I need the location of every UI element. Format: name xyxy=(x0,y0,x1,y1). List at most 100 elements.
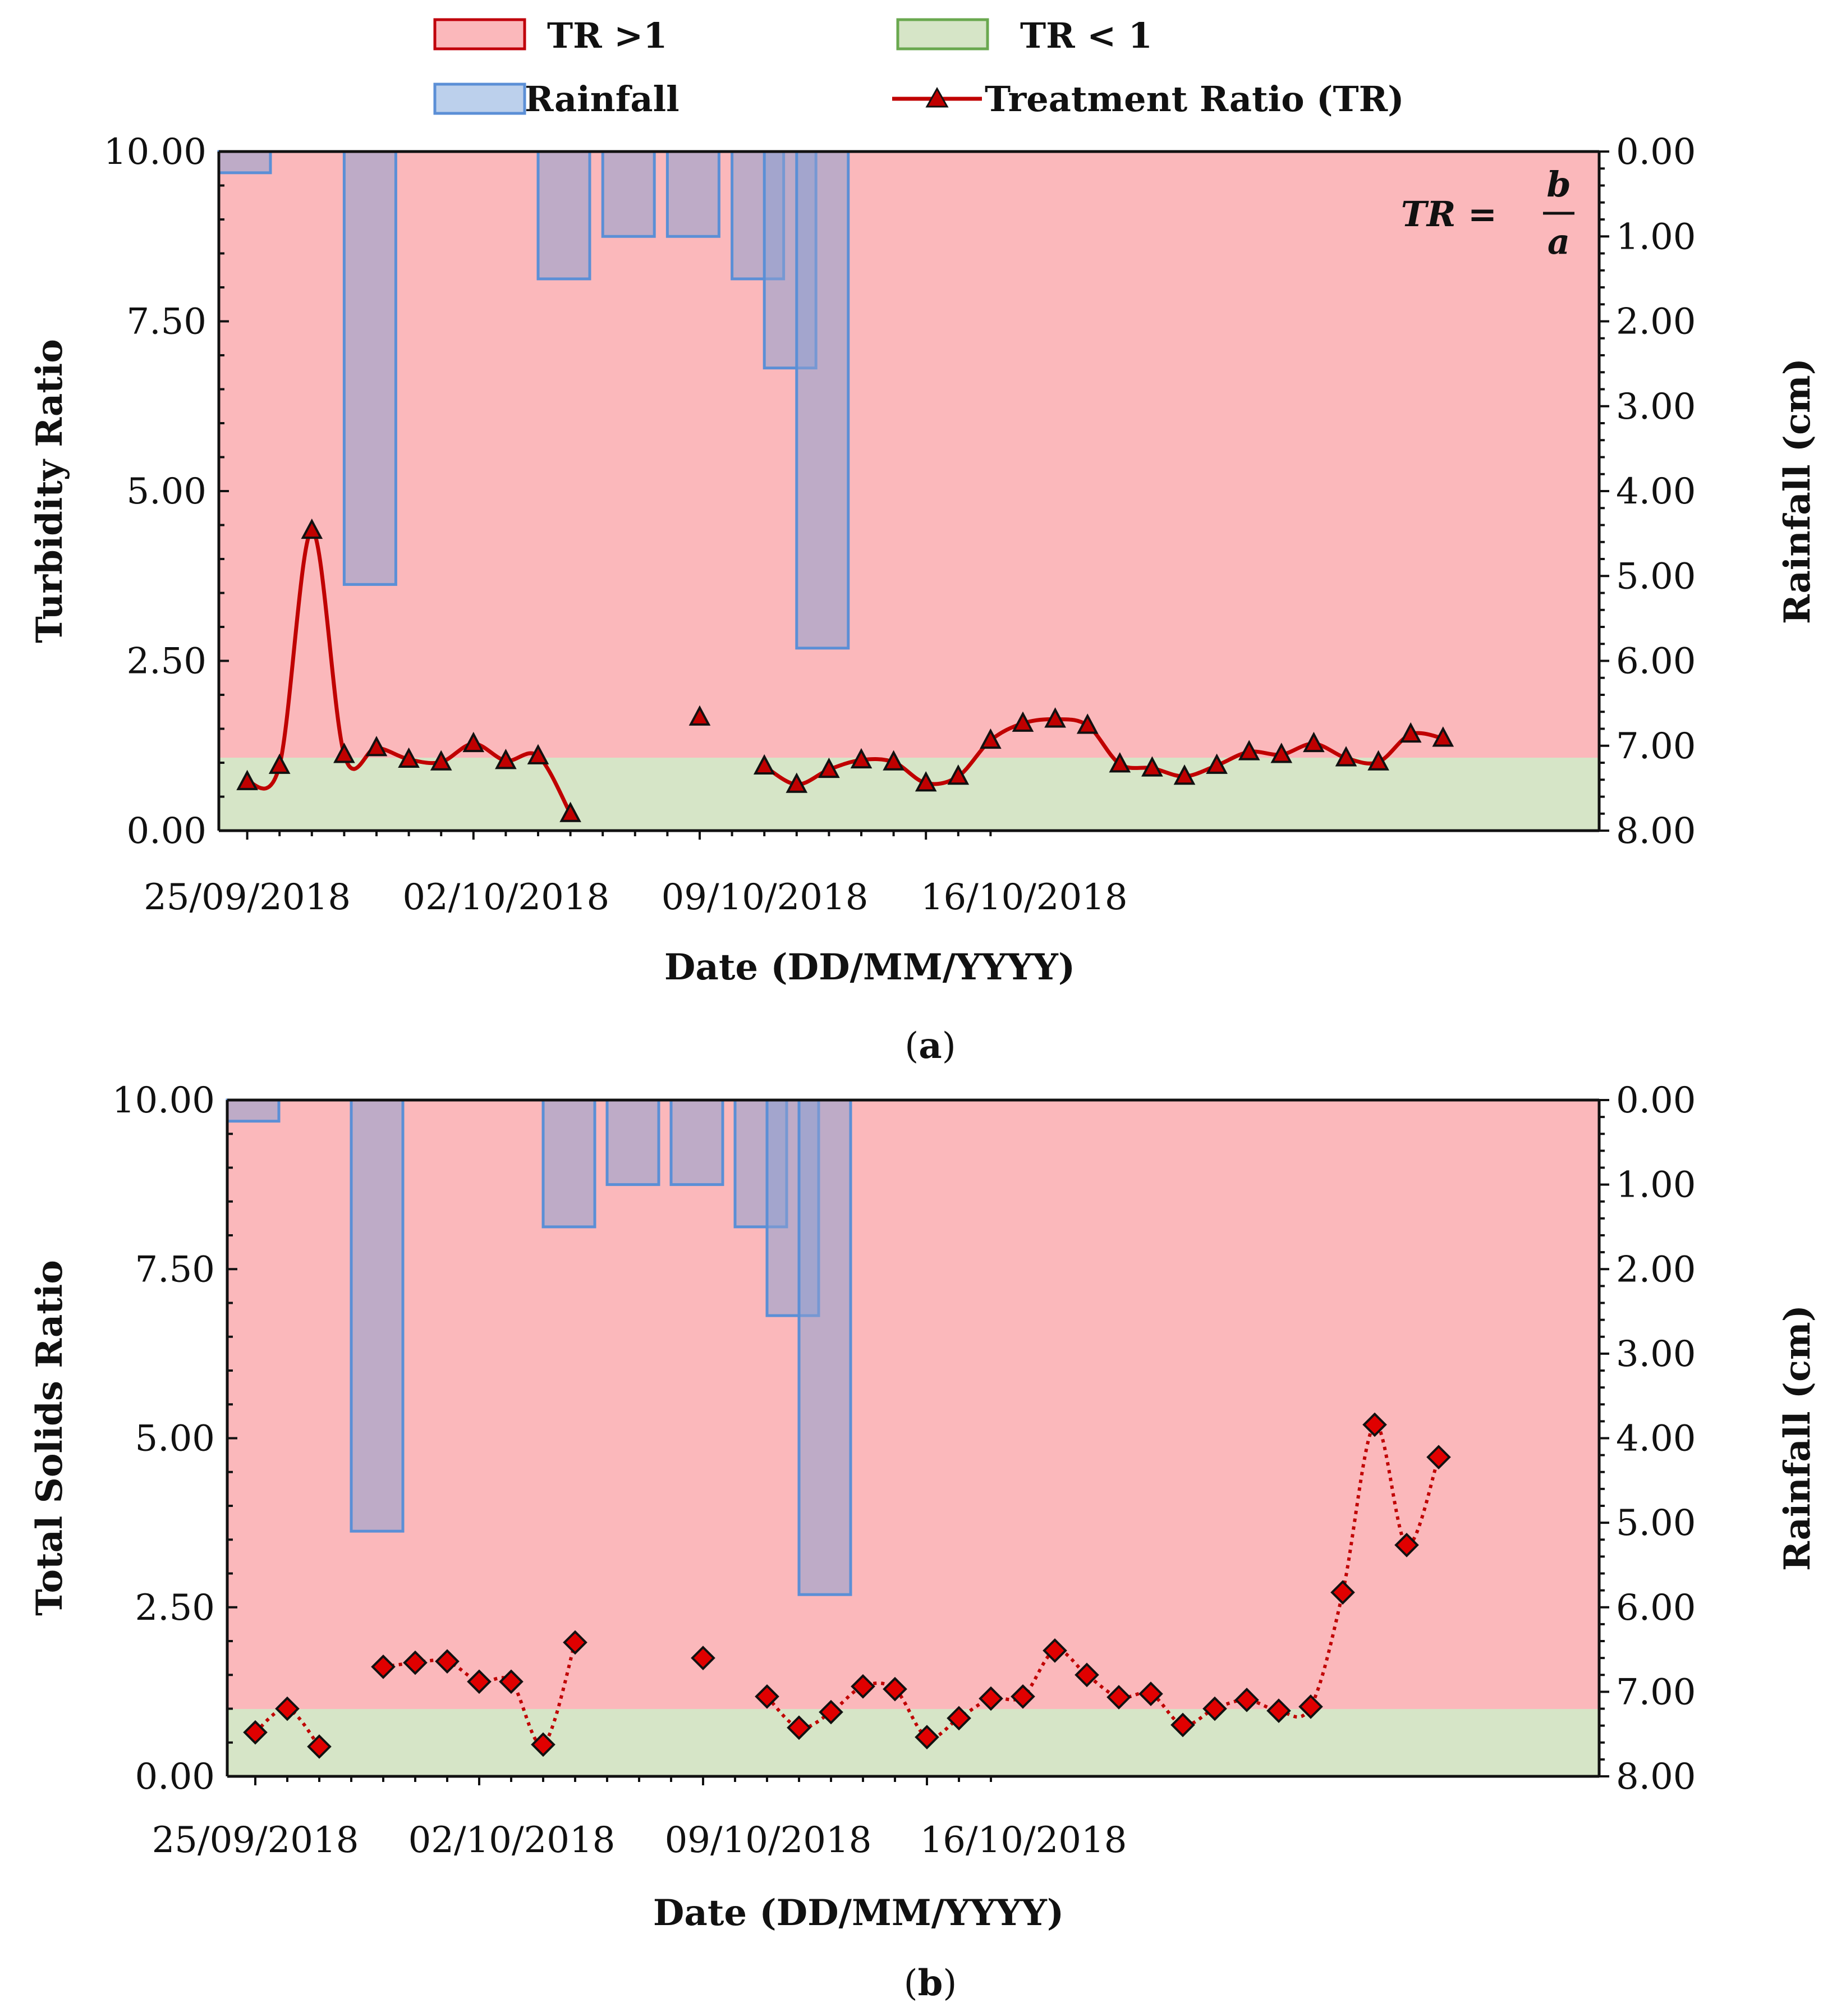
data-point xyxy=(398,747,420,768)
data-point xyxy=(1012,711,1034,732)
data-point xyxy=(1335,746,1357,767)
data-point xyxy=(499,1669,524,1694)
data-point xyxy=(980,728,1002,749)
y2-tick-label: 5.00 xyxy=(1616,1502,1696,1544)
y-tick-label: 5.00 xyxy=(135,1418,215,1460)
y2-tick-label: 5.00 xyxy=(1616,556,1696,597)
data-point xyxy=(979,1686,1003,1711)
panel-a-formula-numerator: b xyxy=(1546,164,1571,205)
data-point xyxy=(1011,1684,1035,1709)
data-point xyxy=(1138,1681,1163,1706)
data-point xyxy=(243,1720,268,1745)
data-point xyxy=(947,1706,971,1731)
y2-tick-label: 2.00 xyxy=(1616,1249,1696,1290)
data-point xyxy=(1330,1580,1355,1605)
y-tick-label: 0.00 xyxy=(127,810,207,852)
x-tick-label: 25/09/2018 xyxy=(144,877,351,918)
data-point xyxy=(883,1676,907,1702)
y2-tick-label: 7.00 xyxy=(1616,1671,1696,1713)
panel-b-series xyxy=(243,1412,1451,1759)
panel-a-bg-tr-gt1 xyxy=(219,152,1599,758)
data-point xyxy=(1106,1685,1131,1710)
y2-tick-label: 0.00 xyxy=(1616,1080,1696,1121)
data-point xyxy=(365,736,388,757)
y2-tick-label: 6.00 xyxy=(1616,1587,1696,1629)
data-point xyxy=(1432,726,1454,747)
rainfall-bar xyxy=(217,150,272,175)
data-point xyxy=(1399,722,1422,743)
data-point xyxy=(691,1646,715,1670)
data-point xyxy=(1075,1662,1099,1688)
x-tick-label: 16/10/2018 xyxy=(921,877,1128,918)
data-point xyxy=(435,1649,460,1674)
panel-b-y2-axis-title: Rainfall (cm) xyxy=(1776,1305,1819,1571)
legend-marker-treatment-ratio xyxy=(925,86,949,108)
y2-tick-label: 7.00 xyxy=(1616,726,1696,767)
panel-a-formula: TR = b a xyxy=(1401,164,1574,262)
y-tick-label: 7.50 xyxy=(135,1249,215,1290)
x-tick-label: 25/09/2018 xyxy=(152,1820,359,1861)
data-point xyxy=(947,764,970,785)
rainfall-bar xyxy=(601,150,656,238)
data-point xyxy=(236,769,258,790)
data-point xyxy=(275,1696,300,1721)
data-point xyxy=(1202,1696,1227,1721)
rainfall-bar xyxy=(541,1098,596,1229)
data-point xyxy=(462,731,485,753)
data-point xyxy=(1270,743,1293,763)
rainfall-bar xyxy=(226,1098,281,1123)
legend: TR >1 TR < 1 Rainfall Treatment Ratio (T… xyxy=(433,15,1404,120)
data-point xyxy=(1367,750,1389,771)
data-point xyxy=(563,1630,587,1655)
x-tick-label: 09/10/2018 xyxy=(662,877,869,918)
data-point xyxy=(787,1715,811,1740)
y2-tick-label: 4.00 xyxy=(1616,1418,1696,1460)
legend-label-treatment-ratio: Treatment Ratio (TR) xyxy=(985,79,1404,120)
data-point xyxy=(1394,1533,1419,1557)
rainfall-bar xyxy=(665,150,720,238)
data-point xyxy=(883,750,904,771)
panel-b-total-solids-chart: 0.00 2.50 5.00 7.50 10.00 0.00 1.00 2.00 3.00 4.0… xyxy=(29,1080,1819,2004)
panel-a-axes: 0.00 2.50 5.00 7.50 10.00 0.00 1.00 2.00 3.00 4.0… xyxy=(104,131,1696,918)
y2-tick-label: 1.00 xyxy=(1616,1165,1696,1206)
data-point xyxy=(1362,1412,1387,1437)
data-point xyxy=(333,743,355,763)
legend-label-rainfall: Rainfall xyxy=(525,79,679,120)
y-tick-label: 10.00 xyxy=(104,131,206,173)
panel-b-label-letter: b xyxy=(918,1962,943,2004)
panel-b-bg-tr-gt1 xyxy=(227,1100,1599,1709)
data-point xyxy=(1076,713,1099,734)
data-point xyxy=(1238,740,1260,760)
data-point xyxy=(753,754,775,775)
y2-tick-label: 8.00 xyxy=(1616,1756,1696,1798)
data-point xyxy=(1044,707,1066,728)
y-tick-label: 0.00 xyxy=(135,1756,215,1798)
data-point xyxy=(1303,731,1325,753)
rainfall-bar xyxy=(536,150,591,281)
legend-label-tr-lt1: TR < 1 xyxy=(1020,15,1153,56)
legend-label-tr-gt1: TR >1 xyxy=(547,15,667,56)
data-point xyxy=(307,1734,332,1759)
data-point xyxy=(786,772,808,793)
data-point xyxy=(531,1732,555,1757)
panel-a-label-letter: a xyxy=(919,1025,942,1067)
data-point xyxy=(819,1699,843,1725)
x-tick-label: 02/10/2018 xyxy=(408,1820,616,1861)
legend-swatch-rainfall xyxy=(433,83,526,115)
panel-a-x-axis-title: Date (DD/MM/YYYY) xyxy=(664,946,1075,988)
data-point xyxy=(1043,1638,1067,1663)
data-point xyxy=(1141,756,1163,777)
y-tick-label: 2.50 xyxy=(127,641,207,682)
y2-tick-label: 1.00 xyxy=(1616,216,1696,258)
data-point xyxy=(527,744,549,764)
data-point xyxy=(1206,753,1228,774)
data-point xyxy=(915,771,937,792)
panel-b-bg-tr-lt1 xyxy=(227,1709,1599,1776)
data-point xyxy=(467,1669,492,1694)
data-point xyxy=(1426,1445,1451,1470)
panel-b-label: (b) xyxy=(904,1962,957,2004)
y2-tick-label: 6.00 xyxy=(1616,641,1696,682)
panel-a-formula-denominator: a xyxy=(1548,221,1570,262)
x-tick-label: 09/10/2018 xyxy=(665,1820,872,1861)
